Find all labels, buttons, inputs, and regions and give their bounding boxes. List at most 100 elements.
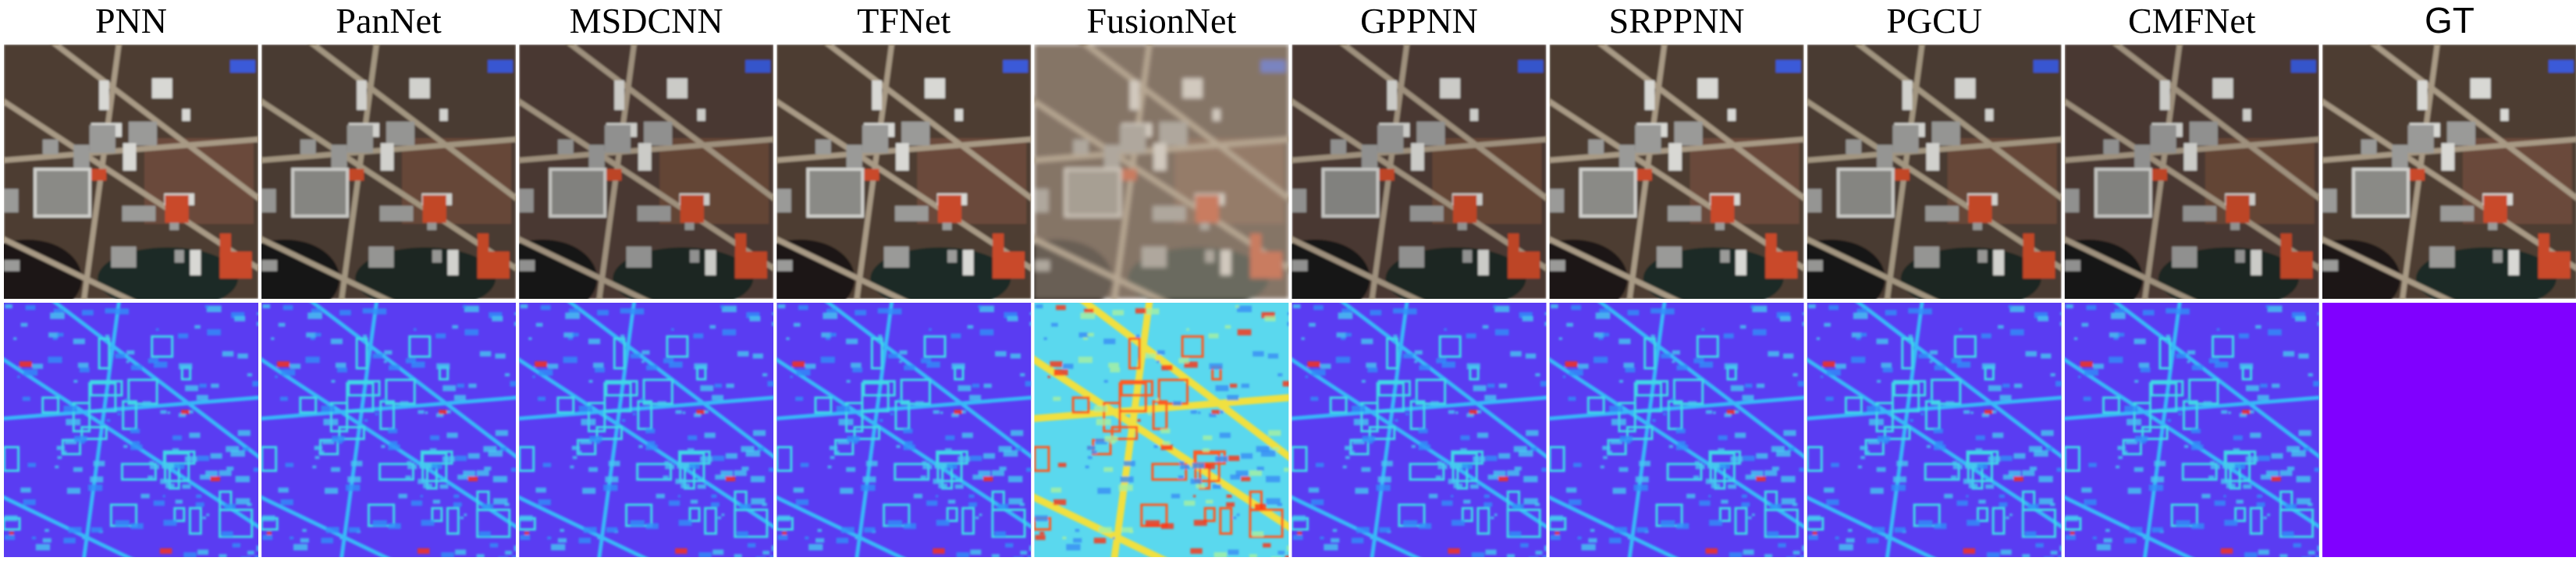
- error-spot: [2143, 537, 2146, 540]
- error-spot: [1577, 364, 1589, 369]
- error-spot: [130, 364, 143, 371]
- error-edge: [862, 380, 896, 397]
- error-spot: [2117, 446, 2126, 450]
- building: [2440, 205, 2475, 222]
- error-spot: [1029, 545, 1032, 552]
- error-spot: [1963, 548, 1975, 554]
- error-spot: [1835, 536, 1839, 540]
- error-spot: [302, 528, 307, 532]
- error-spot: [790, 375, 793, 378]
- error-spot: [373, 308, 387, 314]
- error-spot: [1708, 495, 1711, 498]
- error-spot: [1053, 369, 1068, 376]
- error-spot: [205, 470, 219, 477]
- error-spot: [2000, 549, 2012, 556]
- error-spot: [1345, 332, 1352, 337]
- error-spot: [2088, 463, 2097, 467]
- error-edge: [1924, 399, 1941, 431]
- error-spot: [2236, 499, 2244, 504]
- error-spot: [1711, 483, 1721, 488]
- error-spot: [638, 445, 643, 449]
- error-spot: [1571, 305, 1581, 311]
- error-edge: [1476, 506, 1491, 535]
- error-spot: [922, 464, 933, 470]
- error-spot: [155, 328, 159, 331]
- plant: [1836, 168, 1895, 218]
- error-spot: [442, 456, 455, 462]
- error-spot: [578, 538, 592, 544]
- error-edge: [261, 446, 278, 472]
- error-spot: [2010, 328, 2024, 336]
- error-spot: [2193, 441, 2201, 446]
- error-detail: [519, 303, 774, 557]
- error-spot: [1929, 360, 1933, 364]
- error-spot: [1256, 446, 1270, 453]
- error-spot: [337, 440, 343, 444]
- error-spot: [330, 339, 343, 345]
- error-spot: [1254, 503, 1267, 510]
- building: [1550, 189, 1565, 213]
- error-spot: [1992, 410, 1997, 414]
- error-spot: [1856, 336, 1861, 340]
- error-spot: [967, 325, 974, 329]
- building: [993, 233, 1004, 252]
- error-spot: [2296, 498, 2311, 505]
- error-spot: [1566, 322, 1573, 327]
- error-spot: [1218, 410, 1224, 414]
- error-spot: [694, 363, 708, 370]
- error-spot: [1776, 450, 1791, 457]
- error-spot: [1235, 305, 1240, 308]
- error-spot: [142, 401, 151, 406]
- building: [1926, 143, 1940, 171]
- error-spot: [1282, 381, 1289, 387]
- building: [174, 250, 184, 263]
- error-spot: [2265, 305, 2270, 308]
- error-spot: [285, 463, 294, 467]
- error-spot: [720, 305, 724, 308]
- error-spot: [2008, 470, 2021, 477]
- error-spot: [2268, 328, 2282, 336]
- error-spot: [926, 361, 940, 368]
- tone: [261, 44, 516, 299]
- error-map: [1034, 303, 1289, 557]
- error-edge: [1203, 506, 1216, 523]
- error-edge: [1633, 382, 1662, 413]
- error-spot: [1593, 357, 1608, 364]
- error-spot: [256, 545, 258, 552]
- error-spot: [2057, 556, 2062, 557]
- error-spot: [2314, 467, 2319, 472]
- error-spot: [1104, 435, 1117, 442]
- error-spot: [290, 536, 294, 540]
- error-spot: [204, 305, 209, 308]
- error-spot: [1661, 308, 1675, 314]
- error-spot: [1381, 460, 1393, 467]
- error-edge: [894, 463, 930, 481]
- error-spot: [700, 385, 714, 392]
- error-edge: [338, 425, 365, 440]
- error-spot: [1770, 503, 1782, 510]
- error-spot: [262, 304, 271, 309]
- error-edge: [1976, 506, 1989, 523]
- error-spot: [999, 466, 1007, 471]
- error-spot: [23, 369, 38, 376]
- error-spot: [714, 383, 723, 388]
- error-map: [4, 303, 258, 557]
- error-spot: [1964, 463, 1977, 469]
- error-spot: [1267, 353, 1279, 359]
- error-spot: [605, 476, 619, 483]
- error-edge: [1586, 396, 1605, 414]
- error-spot: [1677, 441, 1686, 446]
- error-edge: [299, 396, 318, 414]
- error-spot: [792, 361, 805, 367]
- error-spot: [1707, 463, 1720, 469]
- error-spot: [954, 410, 962, 414]
- error-edge: [825, 303, 1032, 460]
- error-edge: [2143, 303, 2182, 557]
- error-spot: [1235, 470, 1249, 477]
- error-spot: [91, 527, 103, 533]
- error-spot: [1507, 554, 1515, 557]
- error-spot: [1229, 383, 1238, 388]
- error-spot: [1800, 556, 1804, 557]
- error-spot: [1541, 467, 1547, 472]
- error-spot: [1237, 328, 1252, 336]
